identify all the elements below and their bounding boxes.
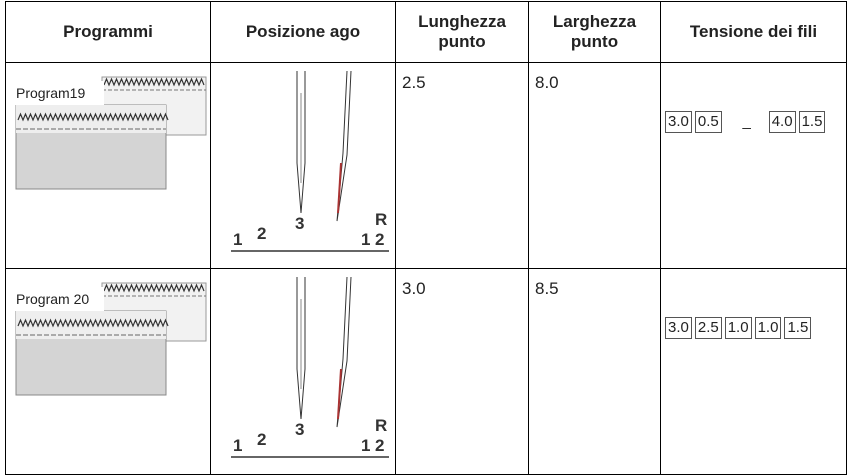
swatch-band xyxy=(16,105,166,133)
needle-label: 2 xyxy=(375,230,384,249)
program-cell: Program19 xyxy=(5,62,211,269)
needle-label: R xyxy=(375,210,387,229)
column-header: Larghezza punto xyxy=(528,1,661,63)
program-thumbnail: Program 20 xyxy=(14,282,207,396)
tension-value: _ xyxy=(742,113,751,130)
tension-value: 1.5 xyxy=(784,317,812,339)
tension-value: 1.0 xyxy=(754,317,782,339)
thread xyxy=(337,162,342,214)
label-bg xyxy=(14,81,104,105)
stitch-pattern xyxy=(17,112,169,122)
needle-label: 2 xyxy=(257,430,266,449)
needle-diagram: 1 231 2R xyxy=(231,70,389,252)
tension-cell: 3.0 0.5 _ 4.0 1.5 xyxy=(660,62,847,269)
tension-value: 4.0 xyxy=(768,111,796,133)
header-row: Programmi Posizione ago Lunghezza punto Lar… xyxy=(5,1,847,63)
tension-value: 0.5 xyxy=(694,111,722,133)
needle-label: 2 xyxy=(257,224,266,243)
stitch-width: 8.5 xyxy=(528,268,661,475)
tension-cell: 3.0 2.5 1.0 1.0 1.5 xyxy=(660,268,847,475)
needle-label: 2 xyxy=(375,436,384,455)
column-header: Tensione dei fili xyxy=(660,1,847,63)
needle-diagram: 1 231 2R xyxy=(231,276,389,458)
thread xyxy=(337,368,342,420)
stitch-pattern xyxy=(17,318,169,328)
needle-label: 3 xyxy=(295,214,304,233)
stitch-length: 2.5 xyxy=(395,62,529,269)
needle-label: 1 xyxy=(233,436,242,455)
stitch-pattern xyxy=(103,77,205,87)
needle-label: 1 xyxy=(361,436,370,455)
program-table: Programmi Posizione ago Lunghezza punto Lar… xyxy=(5,1,847,475)
needle-label: 1 xyxy=(233,230,242,249)
stitch-length: 3.0 xyxy=(395,268,529,475)
program-cell: Program 20 xyxy=(5,268,211,475)
tension-value: 1.5 xyxy=(798,111,826,133)
column-header: Lunghezza punto xyxy=(395,1,529,63)
tension-value: 1.0 xyxy=(724,317,752,339)
swatch-band xyxy=(16,311,166,339)
program-name: Program 20 xyxy=(16,291,89,307)
needle-label: R xyxy=(375,416,387,435)
tension-value: 3.0 xyxy=(665,111,692,133)
column-header: Posizione ago xyxy=(210,1,396,63)
column-header: Programmi xyxy=(5,1,211,63)
label-bg xyxy=(14,287,104,311)
program-name: Program19 xyxy=(16,85,85,101)
stitch-width: 8.0 xyxy=(528,62,661,269)
stitch-pattern xyxy=(103,283,205,293)
tension-value: 2.5 xyxy=(694,317,722,339)
tension-value: 3.0 xyxy=(665,317,692,339)
needle-label: 1 xyxy=(361,230,370,249)
needle-label: 3 xyxy=(295,420,304,439)
program-thumbnail: Program19 xyxy=(14,76,207,190)
